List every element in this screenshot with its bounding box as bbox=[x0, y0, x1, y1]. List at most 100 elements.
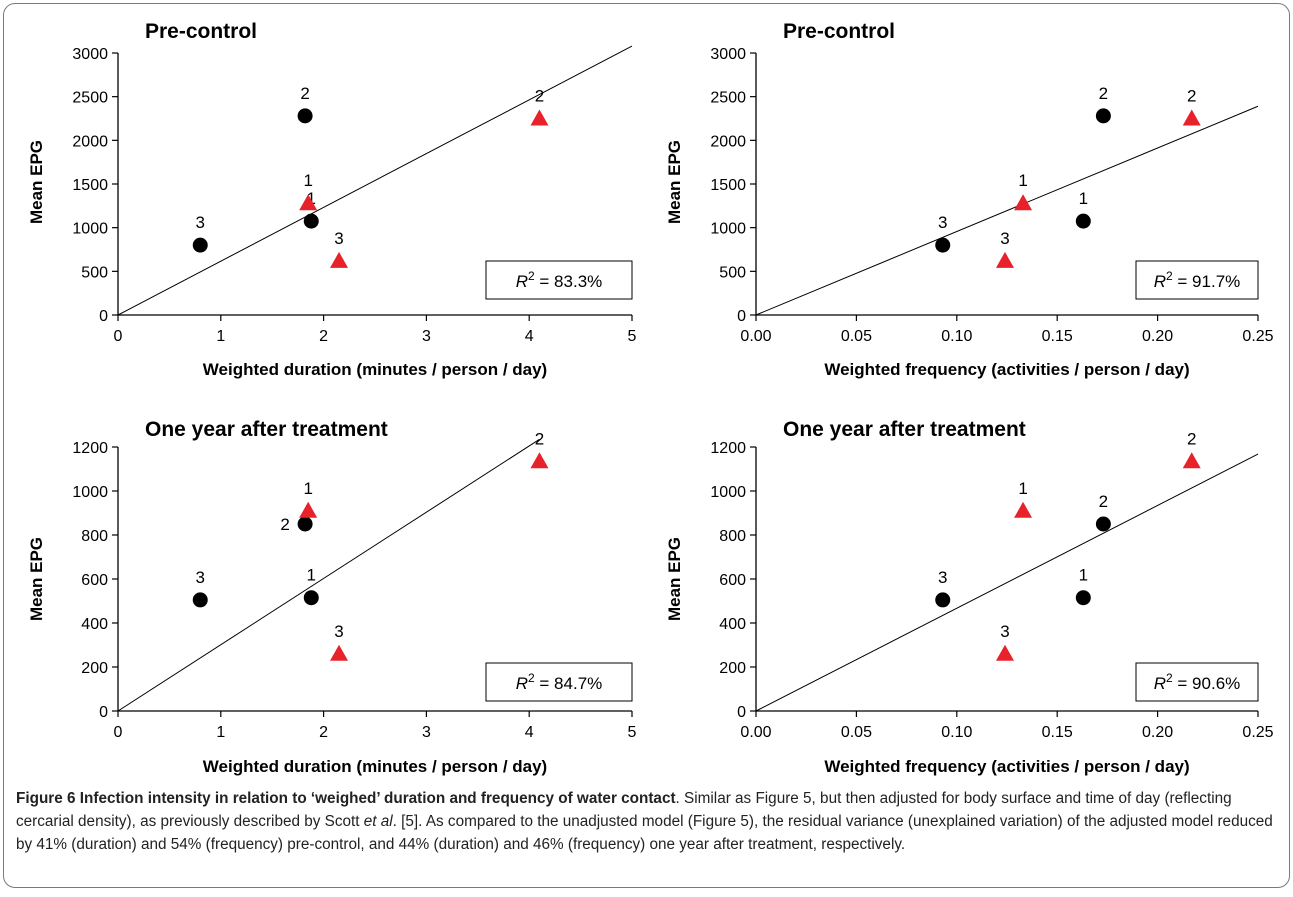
chart-4-y-tick-label: 1200 bbox=[710, 440, 746, 457]
chart-3-y-tick-label: 800 bbox=[81, 528, 108, 545]
chart-4-point-triangle bbox=[995, 644, 1014, 661]
chart-4-x-tick-label: 0.10 bbox=[941, 724, 972, 741]
chart-1-r2-symbol: R bbox=[516, 272, 528, 291]
chart-3-y-tick-label: 200 bbox=[81, 660, 108, 677]
chart-3-x-tick-label: 4 bbox=[525, 724, 534, 741]
chart-4-point-circle bbox=[935, 592, 951, 608]
chart-2-r2-label: R2 = 91.7% bbox=[1154, 269, 1241, 291]
chart-3-x-tick-label: 2 bbox=[319, 724, 328, 741]
chart-4-y-tick-label: 0 bbox=[737, 704, 746, 721]
chart-4-x-axis-label: Weighted frequency (activities / person … bbox=[824, 757, 1189, 776]
chart-2-y-tick-label: 3000 bbox=[710, 46, 746, 63]
chart-1-point-triangle bbox=[299, 194, 318, 211]
chart-3-r2-symbol: R bbox=[516, 674, 528, 693]
chart-4-r2-value: = 90.6% bbox=[1173, 674, 1241, 693]
chart-2-y-tick-label: 1500 bbox=[710, 177, 746, 194]
chart-2-point-triangle bbox=[1182, 109, 1201, 126]
chart-1-y-tick-label: 500 bbox=[81, 264, 108, 281]
chart-1-r2-value: = 83.3% bbox=[535, 272, 603, 291]
chart-4-point-circle bbox=[1075, 590, 1091, 606]
chart-2-r2-value: = 91.7% bbox=[1173, 272, 1241, 291]
chart-4-y-tick-label: 200 bbox=[719, 660, 746, 677]
chart-3-x-tick-label: 1 bbox=[216, 724, 225, 741]
chart-4-point-label: 2 bbox=[1187, 429, 1196, 448]
chart-4-point-label: 3 bbox=[1000, 622, 1009, 641]
chart-4-point-label: 1 bbox=[1018, 479, 1027, 498]
chart-1-point-label: 2 bbox=[535, 87, 544, 106]
chart-2-y-tick-label: 0 bbox=[737, 308, 746, 325]
chart-1-x-tick-label: 3 bbox=[422, 328, 431, 345]
chart-1-x-tick-label: 1 bbox=[216, 328, 225, 345]
chart-2-x-tick-label: 0.15 bbox=[1042, 328, 1073, 345]
chart-4-r2-symbol: R bbox=[1154, 674, 1166, 693]
chart-1-x-tick-label: 5 bbox=[628, 328, 637, 345]
chart-2-x-tick-label: 0.20 bbox=[1142, 328, 1173, 345]
chart-4-r2-box bbox=[1135, 662, 1259, 702]
chart-2-r2-box bbox=[1135, 260, 1259, 300]
chart-1-point-triangle bbox=[530, 109, 549, 126]
chart-4-point-label: 1 bbox=[1079, 566, 1088, 585]
chart-1-point-label: 3 bbox=[196, 213, 205, 232]
chart-3-x-tick-label: 3 bbox=[422, 724, 431, 741]
chart-4-point-label: 3 bbox=[938, 568, 947, 587]
chart-3-point-label: 2 bbox=[535, 429, 544, 448]
chart-2-y-tick-label: 2500 bbox=[710, 90, 746, 107]
chart-4-x-tick-label: 0.20 bbox=[1142, 724, 1173, 741]
caption-text-1: . Similar as Figure 5, but then adjusted… bbox=[16, 790, 1232, 830]
chart-4-fit-line bbox=[755, 453, 1259, 712]
chart-4-point-triangle bbox=[1014, 501, 1033, 518]
chart-2-y-tick-label: 1000 bbox=[710, 221, 746, 238]
chart-4-x-tick-label: 0.25 bbox=[1242, 724, 1273, 741]
chart-3-point-label: 2 bbox=[280, 515, 289, 534]
chart-1-title: Pre-control bbox=[145, 20, 257, 43]
chart-4-x-tick-label: 0.05 bbox=[841, 724, 872, 741]
chart-4-r2-superscript: 2 bbox=[1166, 671, 1173, 685]
chart-1-y-tick-label: 2500 bbox=[72, 90, 108, 107]
chart-3-point-circle bbox=[303, 590, 319, 606]
chart-1-point-circle bbox=[297, 108, 313, 124]
chart-2-fit-line bbox=[755, 105, 1259, 316]
chart-3-x-axis-label: Weighted duration (minutes / person / da… bbox=[203, 757, 547, 776]
chart-4-y-axis-label: Mean EPG bbox=[665, 537, 684, 621]
figure-frame bbox=[3, 3, 1290, 888]
chart-2-point-label: 3 bbox=[938, 213, 947, 232]
chart-3-r2-superscript: 2 bbox=[528, 671, 535, 685]
chart-1-point-triangle bbox=[330, 251, 349, 268]
caption-text-2: . [5]. As compared to the unadjusted mod… bbox=[16, 813, 1273, 853]
caption-figure-label: Figure 6 bbox=[16, 790, 76, 807]
chart-2-r2-symbol: R bbox=[1154, 272, 1166, 291]
chart-3-point-circle bbox=[297, 516, 313, 532]
chart-1-point-circle bbox=[192, 237, 208, 253]
chart-4-title: One year after treatment bbox=[783, 418, 1026, 441]
chart-3-y-tick-label: 1200 bbox=[72, 440, 108, 457]
chart-4-y-tick-label: 600 bbox=[719, 572, 746, 589]
chart-1-point-circle bbox=[303, 213, 319, 229]
chart-4-x-tick-label: 0.15 bbox=[1042, 724, 1073, 741]
chart-1-y-tick-label: 1500 bbox=[72, 177, 108, 194]
chart-4-r2-label: R2 = 90.6% bbox=[1154, 671, 1241, 693]
chart-2-x-axis-label: Weighted frequency (activities / person … bbox=[824, 360, 1189, 379]
chart-2-r2-superscript: 2 bbox=[1166, 269, 1173, 283]
chart-1-y-tick-label: 2000 bbox=[72, 133, 108, 150]
chart-3-point-label: 3 bbox=[334, 622, 343, 641]
chart-2-title: Pre-control bbox=[783, 20, 895, 43]
chart-2-point-triangle bbox=[995, 251, 1014, 268]
chart-2-y-tick-label: 500 bbox=[719, 264, 746, 281]
chart-4-point-label: 2 bbox=[1099, 492, 1108, 511]
chart-3-y-tick-label: 1000 bbox=[72, 484, 108, 501]
chart-4-y-tick-label: 1000 bbox=[710, 484, 746, 501]
chart-2-point-label: 2 bbox=[1099, 84, 1108, 103]
chart-4-x-tick-label: 0.00 bbox=[740, 724, 771, 741]
chart-2-point-triangle bbox=[1014, 194, 1033, 211]
chart-3-point-triangle bbox=[530, 452, 549, 469]
chart-1-y-tick-label: 0 bbox=[99, 308, 108, 325]
caption-title: Infection intensity in relation to ‘weig… bbox=[79, 790, 676, 807]
chart-1-y-tick-label: 1000 bbox=[72, 221, 108, 238]
chart-4-y-tick-label: 800 bbox=[719, 528, 746, 545]
chart-2-x-tick-label: 0.05 bbox=[841, 328, 872, 345]
chart-2-x-tick-label: 0.10 bbox=[941, 328, 972, 345]
caption-et-al: et al bbox=[363, 813, 393, 830]
chart-3-title: One year after treatment bbox=[145, 418, 388, 441]
chart-2-point-label: 1 bbox=[1018, 171, 1027, 190]
